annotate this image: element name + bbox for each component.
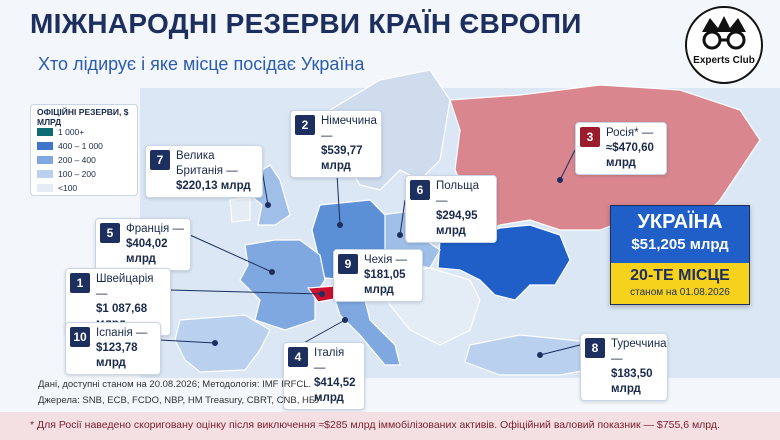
legend-label: 1 000+ <box>58 127 85 137</box>
ukraine-rank: 20-ТЕ МІСЦЕ <box>630 267 730 284</box>
note-bar: * Для Росії наведено скориговану оцінку … <box>0 412 780 440</box>
footer-data: Дані, доступні станом на 20.08.2026; Мет… <box>38 379 312 390</box>
callout: 6 Польща — $294,95 млрд <box>405 175 497 243</box>
logo-hair <box>702 16 746 32</box>
legend-item: 400 – 1 000 <box>37 139 131 153</box>
ireland <box>229 197 251 223</box>
footnote: * Для Росії наведено скориговану оцінку … <box>30 419 720 431</box>
country-name: Велика Британія — <box>176 150 238 177</box>
legend-item: <100 <box>37 181 131 195</box>
rank-badge: 9 <box>338 254 358 274</box>
rank-badge: 5 <box>100 223 120 243</box>
subtitle: Хто лідирує і яке місце посідає Україна <box>38 54 365 74</box>
country-name: Польща — <box>436 180 479 207</box>
legend-label: 200 – 400 <box>58 155 96 165</box>
country-name: Франція — <box>126 223 184 235</box>
logo <box>685 6 763 84</box>
reserve-value: $414,52 млрд <box>314 377 356 404</box>
france <box>239 239 326 331</box>
ukraine-bottom: 20-ТЕ МІСЦЕ станом на 01.08.2026 <box>611 263 749 304</box>
reserve-value: ≈$470,60 млрд <box>606 142 654 169</box>
reserve-value: $404,02 млрд <box>126 238 168 265</box>
country-name: Німеччина — <box>321 115 377 142</box>
callout: 8 Туреччина — $183,50 млрд <box>580 333 668 401</box>
ukraine-box: УКРАЇНА $51,205 млрд 20-ТЕ МІСЦЕ станом … <box>610 205 750 305</box>
rank-badge: 2 <box>295 115 315 135</box>
ukraine <box>437 224 571 301</box>
legend-item: 100 – 200 <box>37 167 131 181</box>
rank-badge: 7 <box>150 150 170 170</box>
country-name: Швейцарія — <box>96 273 154 300</box>
reserve-value: $220,13 млрд <box>176 180 251 192</box>
callout: 3 Росія* — ≈$470,60 млрд <box>575 122 667 175</box>
legend-label: <100 <box>58 183 78 193</box>
ukraine-top: УКРАЇНА $51,205 млрд <box>611 206 749 263</box>
rank-badge: 3 <box>580 127 600 147</box>
country-name: Іспанія — <box>96 327 148 339</box>
callout: 2 Німеччина — $539,77 млрд <box>290 110 382 178</box>
ukraine-value: $51,205 млрд <box>631 236 729 253</box>
country-name: Туреччина — <box>611 338 667 365</box>
rank-badge: 10 <box>70 327 90 347</box>
callout: 10 Іспанія — $123,78 млрд <box>65 322 161 375</box>
spain <box>174 314 271 373</box>
title: МІЖНАРОДНІ РЕЗЕРВИ КРАЇН ЄВРОПИ <box>30 8 582 39</box>
legend-item: 1 000+ <box>37 125 131 139</box>
rank-badge: 1 <box>70 273 90 293</box>
rank-badge: 6 <box>410 180 430 200</box>
country-name: Росія* — <box>606 127 654 139</box>
reserve-value: $183,50 млрд <box>611 368 653 395</box>
country-name: Італія — <box>314 347 345 374</box>
country-name: Чехія — <box>364 254 408 266</box>
legend: ОФІЦІЙНІ РЕЗЕРВИ, $ МЛРД 1 000+ 400 – 1 … <box>30 104 138 196</box>
reserve-value: $181,05 млрд <box>364 269 406 296</box>
reserve-value: $539,77 млрд <box>321 145 363 172</box>
reserve-value: $294,95 млрд <box>436 210 478 237</box>
rank-badge: 8 <box>585 338 605 358</box>
callout: 9 Чехія — $181,05 млрд <box>333 249 423 302</box>
ukraine-date: станом на 01.08.2026 <box>630 287 730 298</box>
callout: 7 Велика Британія — $220,13 млрд <box>145 145 263 198</box>
legend-title: ОФІЦІЙНІ РЕЗЕРВИ, $ МЛРД <box>37 107 129 127</box>
footer-sources: Джерела: SNB, ECB, FCDO, NBP, HM Treasur… <box>38 395 321 406</box>
callout: 5 Франція — $404,02 млрд <box>95 218 191 271</box>
logo-text: Experts Club <box>693 55 755 66</box>
legend-label: 400 – 1 000 <box>58 141 103 151</box>
reserve-value: $123,78 млрд <box>96 342 138 369</box>
legend-item: 200 – 400 <box>37 153 131 167</box>
rank-badge: 4 <box>288 347 308 367</box>
ukraine-name: УКРАЇНА <box>637 211 723 233</box>
legend-label: 100 – 200 <box>58 169 96 179</box>
callout: 4 Італія — $414,52 млрд <box>283 342 365 410</box>
